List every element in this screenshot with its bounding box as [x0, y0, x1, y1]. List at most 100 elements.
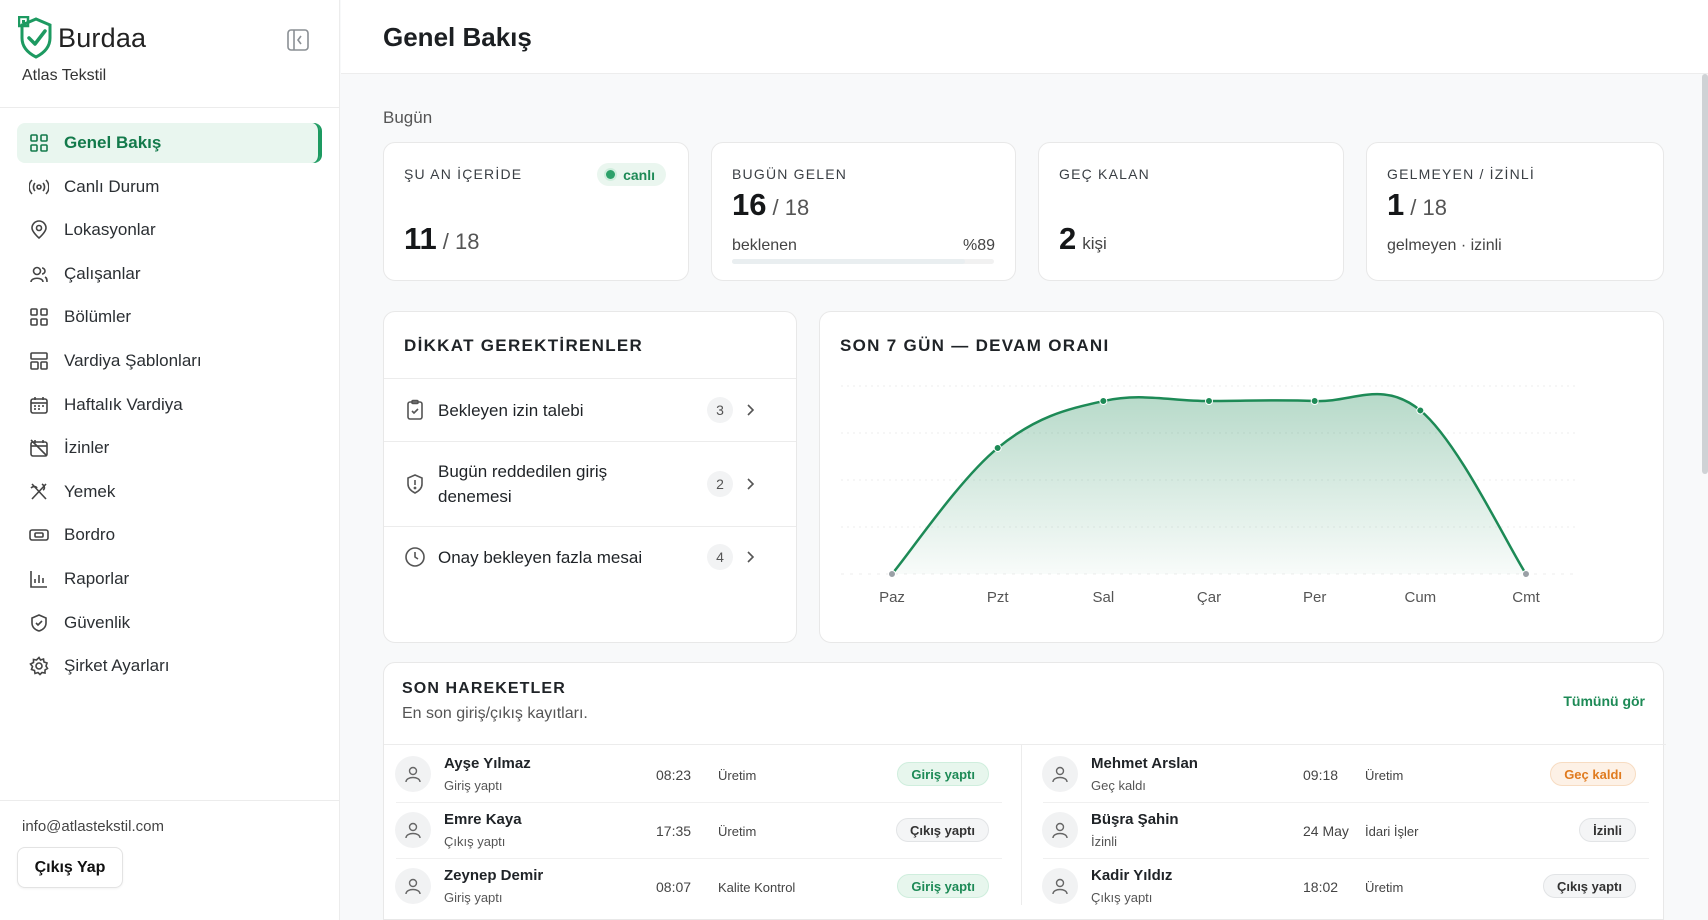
activity-row[interactable]: Büşra Şahin İzinli 24 May İdari İşler İz… — [1031, 802, 1649, 858]
attendance-chart-card: SON 7 GÜN — DEVAM ORANI Paz Pzt Sal Çar Per C… — [819, 311, 1664, 643]
card-title: SON HAREKETLER — [402, 680, 566, 697]
chevron-right-icon — [747, 478, 755, 490]
status-badge: Giriş yaptı — [897, 762, 989, 786]
department: Üretim — [718, 768, 757, 783]
employee-state: Çıkış yaptı — [1091, 890, 1153, 905]
chevron-right-icon — [747, 551, 755, 563]
sidebar-item-izinler[interactable]: İzinler — [17, 428, 322, 468]
stat-label: ŞU AN İÇERİDE — [404, 166, 523, 182]
sidebar: Burdaa Atlas Tekstil Genel Bakış Canlı D… — [0, 0, 340, 920]
recent-activity-card: SON HAREKETLER En son giriş/çıkış kayıtl… — [383, 662, 1666, 920]
calendar-icon — [28, 394, 50, 416]
x-tick-label: Pzt — [987, 589, 1010, 606]
sidebar-item-genel-bakis[interactable]: Genel Bakış — [17, 123, 322, 163]
stat-value-number: 11 — [404, 221, 437, 256]
sidebar-item-sirket-ayarlari[interactable]: Şirket Ayarları — [17, 646, 322, 686]
stat-value-total: / 18 — [772, 195, 810, 220]
activity-row[interactable]: Ayşe Yılmaz Giriş yaptı 08:23 Üretim Gir… — [384, 746, 1002, 802]
brand-name: Burdaa — [58, 22, 147, 53]
x-tick-label: Paz — [879, 589, 905, 606]
chevron-right-icon — [747, 404, 755, 416]
users-icon — [28, 263, 50, 285]
stat-value: 2 kişi — [1059, 221, 1107, 257]
status-badge: Çıkış yaptı — [895, 818, 989, 842]
card-title: DİKKAT GEREKTİRENLER — [404, 336, 644, 355]
sidebar-nav: Genel Bakış Canlı Durum Lokasyonlar Çalı… — [17, 123, 322, 690]
broadcast-icon — [28, 176, 50, 198]
sidebar-item-haftalik-vardiya[interactable]: Haftalık Vardiya — [17, 385, 322, 425]
map-pin-icon — [28, 219, 50, 241]
stat-value-total: / 18 — [1410, 195, 1447, 220]
sidebar-item-bordro[interactable]: Bordro — [17, 515, 322, 555]
employee-name: Büşra Şahin — [1091, 811, 1179, 828]
activity-time: 24 May — [1303, 823, 1349, 839]
see-all-link[interactable]: Tümünü gör — [1563, 693, 1645, 709]
activity-time: 18:02 — [1303, 879, 1339, 895]
brand-logo-icon — [18, 16, 52, 59]
status-badge: Geç kaldı — [1550, 762, 1636, 786]
scrollbar[interactable] — [1702, 74, 1708, 474]
department: Üretim — [1365, 880, 1404, 895]
section-label-today: Bugün — [383, 108, 433, 127]
sidebar-collapse-icon[interactable] — [286, 28, 310, 52]
sidebar-divider — [0, 107, 340, 108]
activity-time: 09:18 — [1303, 767, 1339, 783]
logout-button[interactable]: Çıkış Yap — [17, 847, 123, 888]
x-tick-label: Çar — [1197, 589, 1221, 606]
activity-row[interactable]: Emre Kaya Çıkış yaptı 17:35 Üretim Çıkış… — [384, 802, 1002, 858]
sidebar-item-raporlar[interactable]: Raporlar — [17, 559, 322, 599]
stat-value: 16/ 18 — [732, 187, 809, 223]
attendance-area-chart: Paz Pzt Sal Çar Per Cum Cmt — [841, 385, 1576, 606]
avatar — [395, 812, 431, 848]
sidebar-item-canli-durum[interactable]: Canlı Durum — [17, 167, 322, 207]
attention-card: DİKKAT GEREKTİRENLER Bekleyen izin taleb… — [383, 311, 797, 643]
sidebar-item-label: İzinler — [64, 438, 110, 458]
sidebar-item-lokasyonlar[interactable]: Lokasyonlar — [17, 210, 322, 250]
department: Kalite Kontrol — [718, 880, 796, 895]
attention-item-denied-entries[interactable]: Bugün reddedilen giriş denemesi 2 — [384, 441, 796, 526]
clipboard-check-icon — [407, 399, 423, 420]
activity-time: 08:07 — [656, 879, 692, 895]
bar-chart-icon — [28, 568, 50, 590]
stat-unit: kişi — [1082, 234, 1107, 253]
employee-name: Emre Kaya — [444, 811, 522, 828]
shield-check-icon — [28, 612, 50, 634]
employee-state: Giriş yaptı — [444, 890, 503, 905]
attention-item-leave-requests[interactable]: Bekleyen izin talebi 3 — [384, 378, 796, 441]
sidebar-item-guvenlik[interactable]: Güvenlik — [17, 603, 322, 643]
employee-name: Mehmet Arslan — [1091, 755, 1198, 772]
stat-label: GELMEYEN / İZİNLİ — [1387, 166, 1535, 182]
stat-value-number: 1 — [1387, 187, 1405, 222]
stat-value-number: 16 — [732, 187, 767, 222]
sidebar-item-calisanlar[interactable]: Çalışanlar — [17, 254, 322, 294]
activity-row[interactable]: Kadir Yıldız Çıkış yaptı 18:02 Üretim Çı… — [1031, 858, 1649, 914]
sidebar-item-label: Canlı Durum — [64, 176, 160, 196]
banknote-icon — [28, 524, 50, 546]
layout-icon — [28, 350, 50, 372]
attention-item-overtime[interactable]: Onay bekleyen fazla mesai 4 — [384, 526, 796, 588]
sidebar-item-label: Lokasyonlar — [64, 220, 156, 240]
activity-row[interactable]: Zeynep Demir Giriş yaptı 08:07 Kalite Ko… — [384, 858, 1002, 914]
employee-name: Kadir Yıldız — [1091, 867, 1173, 884]
x-tick-label: Per — [1303, 589, 1326, 606]
department: Üretim — [1365, 768, 1404, 783]
avatar — [1042, 756, 1078, 792]
sidebar-item-label: Yemek — [64, 481, 116, 501]
count-badge: 2 — [707, 471, 733, 497]
sidebar-item-vardiya-sablonlari[interactable]: Vardiya Şablonları — [17, 341, 322, 381]
status-badge: Giriş yaptı — [897, 874, 989, 898]
sidebar-item-yemek[interactable]: Yemek — [17, 472, 322, 512]
grid-icon — [28, 306, 50, 328]
status-badge: Çıkış yaptı — [1542, 874, 1636, 898]
stat-percentage: %89 — [962, 237, 995, 254]
activity-row[interactable]: Mehmet Arslan Geç kaldı 09:18 Üretim Geç… — [1031, 746, 1649, 802]
sidebar-item-label: Güvenlik — [64, 612, 131, 632]
sidebar-item-label: Çalışanlar — [64, 263, 141, 283]
department: İdari İşler — [1365, 824, 1419, 839]
sidebar-item-bolumler[interactable]: Bölümler — [17, 297, 322, 337]
brand[interactable]: Burdaa — [18, 16, 146, 60]
divider — [384, 744, 1666, 745]
user-email: info@atlastekstil.com — [22, 818, 164, 835]
shield-alert-icon — [407, 474, 423, 494]
chart-point-Sal — [1099, 397, 1108, 406]
